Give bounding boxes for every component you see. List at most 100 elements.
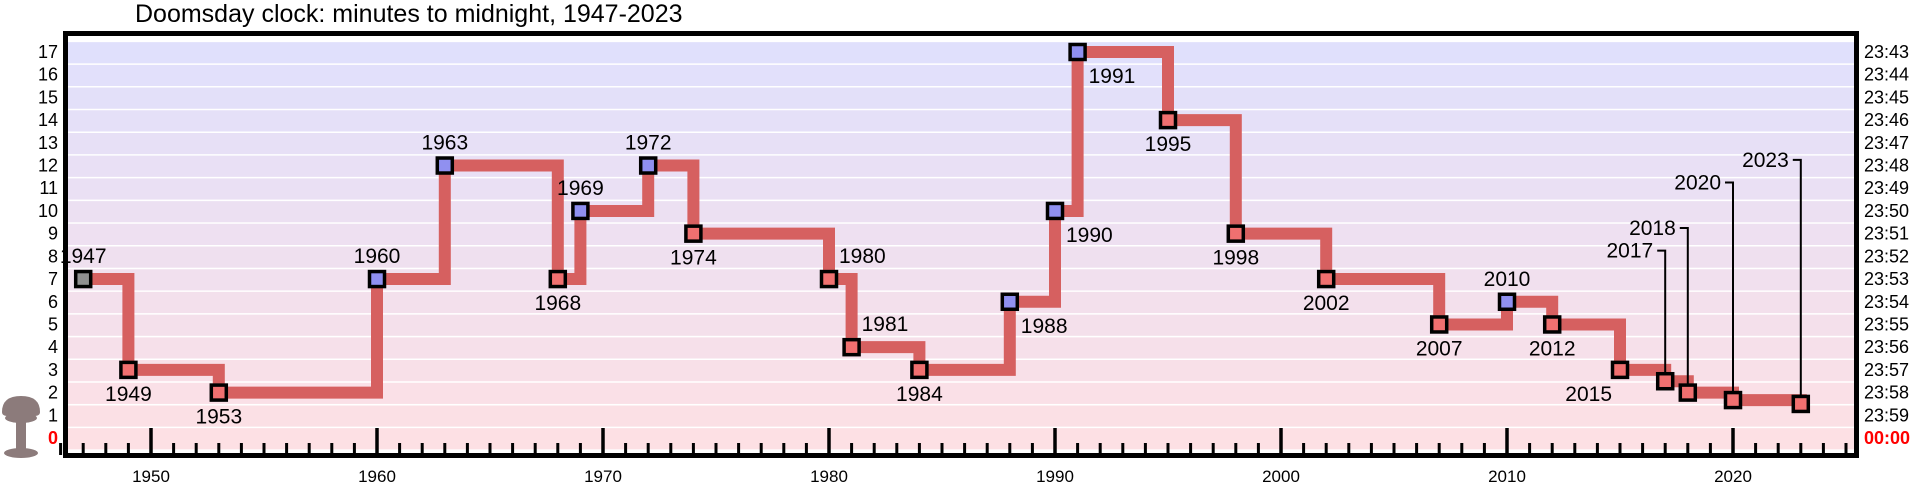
marker-1953 [209, 383, 229, 402]
band-row [65, 403, 1857, 427]
year-label-1988: 1988 [1021, 315, 1068, 338]
marker-2007 [1429, 315, 1449, 334]
year-label-1968: 1968 [534, 292, 581, 315]
marker-1960 [367, 269, 387, 289]
year-labels: 1947 1949 1953 1960 1963 1968 1969 1972 1974 1980… [60, 65, 1789, 429]
leader-2020 [1725, 181, 1734, 393]
year-label-1960: 1960 [354, 245, 401, 268]
x-tick-label: 1960 [358, 467, 396, 486]
marker-1969 [571, 201, 590, 221]
marker-2015 [1610, 360, 1630, 380]
band-row [65, 131, 1857, 155]
marker-2018 [1678, 383, 1698, 402]
mushroom-cloud-icon [2, 396, 40, 458]
marker-2020 [1723, 390, 1743, 410]
y-tick-label-left: 12 [38, 156, 58, 176]
band-row [65, 313, 1857, 336]
marker-1968 [548, 269, 568, 289]
y-tick-label-left: 8 [48, 246, 58, 266]
marker-1974 [684, 224, 703, 243]
y-tick-label-left: 3 [48, 360, 58, 380]
y-tick-label-left: 6 [48, 292, 58, 312]
marker-1998 [1226, 224, 1246, 243]
y-tick-label-right: 23:53 [1864, 269, 1909, 289]
leader-lines [1657, 158, 1802, 396]
y-tick-label-left: 10 [38, 201, 58, 221]
y-tick-label-left: 0 [48, 428, 58, 448]
year-label-1990: 1990 [1066, 224, 1113, 247]
band-row [65, 199, 1857, 223]
y-tick-label-right: 23:56 [1864, 337, 1909, 357]
y-tick-label-right: 23:46 [1864, 110, 1909, 130]
year-label-1998: 1998 [1212, 247, 1259, 270]
year-label-1969: 1969 [557, 177, 604, 200]
data-markers [73, 42, 1811, 414]
x-tick-label: 1990 [1036, 467, 1074, 486]
marker-1949 [119, 360, 138, 380]
minutes-to-midnight-series [83, 46, 1807, 410]
y-tick-label-left: 4 [48, 337, 58, 357]
marker-1991 [1068, 42, 1087, 62]
y-tick-label-right: 23:43 [1864, 42, 1909, 62]
band-row [65, 335, 1857, 359]
year-label-1949: 1949 [105, 383, 152, 406]
plot-frame [63, 31, 1859, 458]
band-row [65, 245, 1857, 268]
y-tick-label-left: 7 [48, 269, 58, 289]
year-label-2012: 2012 [1529, 337, 1576, 360]
year-label-2023: 2023 [1742, 149, 1789, 172]
x-tick-label: 1980 [810, 467, 848, 486]
band-row [65, 290, 1857, 314]
y-tick-label-right: 23:47 [1864, 133, 1909, 153]
marker-1980 [819, 269, 839, 289]
marker-2023 [1791, 394, 1811, 414]
band-row [65, 176, 1857, 200]
marker-2010 [1497, 292, 1517, 312]
year-label-2007: 2007 [1416, 337, 1463, 360]
y-tick-label-right: 23:59 [1864, 405, 1909, 425]
chart-title: Doomsday clock: minutes to midnight, 194… [135, 0, 683, 28]
y-tick-label-right: 23:50 [1864, 201, 1909, 221]
y-tick-label-left: 17 [38, 42, 58, 62]
year-label-1974: 1974 [670, 247, 717, 270]
marker-1988 [1000, 292, 1020, 312]
band-row [65, 381, 1857, 404]
band-row [65, 267, 1857, 291]
marker-2002 [1316, 269, 1336, 289]
leader-2017 [1657, 249, 1667, 374]
y-tick-label-right: 23:45 [1864, 87, 1909, 107]
year-label-1953: 1953 [195, 406, 242, 429]
marker-1984 [910, 360, 929, 380]
y-tick-label-right: 23:51 [1864, 224, 1909, 244]
marker-1981 [842, 337, 861, 357]
year-label-2018: 2018 [1629, 217, 1676, 240]
year-label-2002: 2002 [1303, 292, 1350, 315]
band-row [65, 40, 1857, 64]
leader-2023 [1792, 158, 1802, 396]
background-bands [65, 39, 1857, 450]
band-row [65, 86, 1857, 109]
marker-1963 [435, 156, 455, 175]
year-label-2020: 2020 [1674, 172, 1721, 195]
y-tick-label-left: 13 [38, 133, 58, 153]
marker-2017 [1655, 371, 1675, 391]
year-label-1995: 1995 [1145, 133, 1192, 156]
y-tick-label-right: 23:44 [1864, 65, 1909, 85]
marker-1947 [73, 269, 93, 289]
y-tick-label-right: 23:55 [1864, 314, 1909, 334]
y-tick-label-right: 23:48 [1864, 156, 1909, 176]
year-label-1963: 1963 [421, 132, 468, 155]
year-label-1980: 1980 [839, 245, 886, 268]
band-row [65, 108, 1857, 132]
y-tick-label-left: 16 [38, 65, 58, 85]
x-tick-label: 2000 [1262, 467, 1300, 486]
y-tick-label-right: 23:49 [1864, 178, 1909, 198]
y-tick-label-right: 23:58 [1864, 383, 1909, 403]
band-row [65, 222, 1857, 245]
year-label-1981: 1981 [862, 313, 909, 336]
series-line [83, 46, 1807, 410]
x-tick-label: 2020 [1714, 467, 1752, 486]
